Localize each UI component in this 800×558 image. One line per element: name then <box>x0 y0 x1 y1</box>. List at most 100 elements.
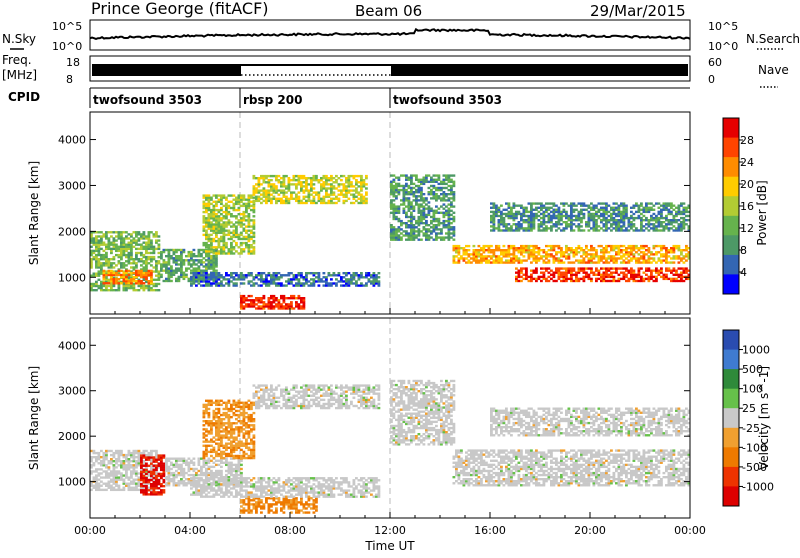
range-gate-cell <box>188 468 191 470</box>
range-gate-cell <box>328 187 331 189</box>
range-gate-cell <box>125 468 128 470</box>
range-gate-cell <box>435 195 438 197</box>
range-gate-cell <box>228 232 231 234</box>
range-gate-cell <box>253 194 256 196</box>
range-gate-cell <box>153 289 156 291</box>
range-gate-cell <box>343 196 346 198</box>
range-gate-cell <box>228 248 231 250</box>
range-gate-cell <box>328 200 331 202</box>
range-gate-cell <box>495 259 498 261</box>
range-gate-cell <box>285 191 288 193</box>
range-gate-cell <box>635 259 638 261</box>
range-gate-cell <box>403 203 406 205</box>
range-gate-cell <box>673 215 676 217</box>
range-gate-cell <box>670 211 673 213</box>
range-gate-cell <box>595 261 598 263</box>
range-gate-cell <box>605 251 608 253</box>
range-gate-cell <box>490 225 493 227</box>
range-gate-cell <box>208 276 211 278</box>
range-gate-cell <box>110 266 113 268</box>
range-gate-cell <box>250 230 253 232</box>
range-gate-cell <box>678 229 681 231</box>
range-gate-cell <box>113 282 116 284</box>
range-gate-cell <box>230 250 233 252</box>
range-gate-cell <box>108 460 111 462</box>
range-gate-cell <box>543 267 546 269</box>
range-gate-cell <box>130 266 133 268</box>
range-gate-cell <box>525 215 528 217</box>
range-gate-cell <box>563 267 566 269</box>
range-gate-cell <box>615 253 618 255</box>
range-gate-cell <box>590 217 593 219</box>
range-gate-cell <box>368 278 371 280</box>
range-gate-cell <box>205 225 208 227</box>
range-gate-cell <box>180 480 183 482</box>
range-gate-cell <box>355 284 358 286</box>
range-gate-cell <box>438 179 441 181</box>
range-gate-cell <box>658 213 661 215</box>
range-gate-cell <box>448 214 451 216</box>
range-gate-cell <box>470 261 473 263</box>
range-gate-cell <box>598 274 601 276</box>
range-gate-cell <box>625 280 628 282</box>
range-gate-cell <box>253 221 256 223</box>
range-gate-cell <box>398 239 401 241</box>
range-gate-cell <box>130 476 133 478</box>
range-gate-cell <box>253 185 256 187</box>
range-gate-cell <box>248 272 251 274</box>
range-gate-cell <box>255 189 258 191</box>
range-gate-cell <box>158 273 161 275</box>
range-gate-cell <box>313 280 316 282</box>
range-gate-cell <box>315 272 318 274</box>
range-gate-cell <box>173 482 176 484</box>
range-gate-cell <box>668 249 671 251</box>
range-gate-cell <box>168 480 171 482</box>
range-gate-cell <box>255 282 258 284</box>
range-gate-cell <box>303 278 306 280</box>
range-gate-cell <box>110 485 113 487</box>
range-gate-cell <box>450 197 453 199</box>
range-gate-cell <box>535 207 538 209</box>
range-gate-cell <box>95 248 98 250</box>
range-gate-cell <box>253 187 256 189</box>
range-gate-cell <box>680 217 683 219</box>
range-gate-cell <box>248 234 251 236</box>
range-gate-cell <box>403 201 406 203</box>
range-gate-cell <box>668 211 671 213</box>
range-gate-cell <box>150 454 153 456</box>
range-gate-cell <box>300 202 303 204</box>
range-gate-cell <box>435 197 438 199</box>
range-gate-cell <box>660 267 663 269</box>
nsearch-tick-high: 10^5 <box>708 20 738 33</box>
range-gate-cell <box>623 207 626 209</box>
range-gate-cell <box>108 487 111 489</box>
range-gate-cell <box>675 219 678 221</box>
range-gate-cell <box>105 274 108 276</box>
range-gate-cell <box>173 476 176 478</box>
range-gate-cell <box>130 252 133 254</box>
range-gate-cell <box>568 225 571 227</box>
range-gate-cell <box>615 207 618 209</box>
range-gate-cell <box>650 261 653 263</box>
range-gate-cell <box>665 267 668 269</box>
range-gate-cell <box>193 253 196 255</box>
range-gate-cell <box>683 257 686 259</box>
range-gate-cell <box>115 278 118 280</box>
range-gate-cell <box>123 231 126 233</box>
range-gate-cell <box>208 274 211 276</box>
range-gate-cell <box>423 216 426 218</box>
range-gate-cell <box>668 270 671 272</box>
range-gate-cell <box>218 238 221 240</box>
range-gate-cell <box>543 219 546 221</box>
range-gate-cell <box>295 301 298 303</box>
range-gate-cell <box>595 205 598 207</box>
range-gate-cell <box>260 284 263 286</box>
range-gate-cell <box>350 175 353 177</box>
range-gate-cell <box>250 274 253 276</box>
range-gate-cell <box>213 223 216 225</box>
range-gate-cell <box>615 257 618 259</box>
range-gate-cell <box>125 483 128 485</box>
range-gate-cell <box>408 239 411 241</box>
range-gate-cell <box>228 201 231 203</box>
range-gate-cell <box>660 229 663 231</box>
